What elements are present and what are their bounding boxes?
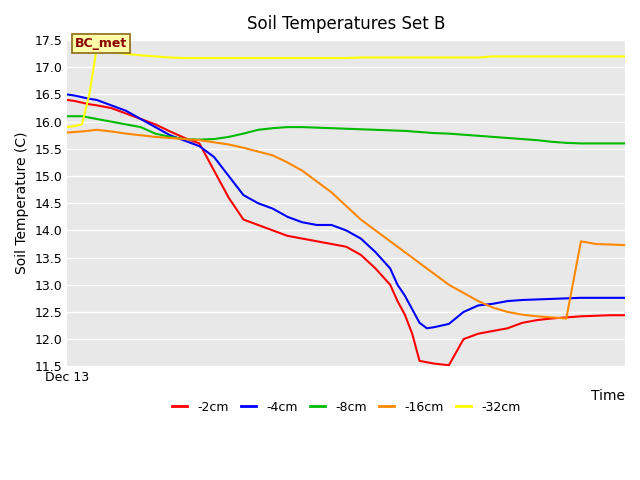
- Legend: -2cm, -4cm, -8cm, -16cm, -32cm: -2cm, -4cm, -8cm, -16cm, -32cm: [167, 396, 525, 419]
- Y-axis label: Soil Temperature (C): Soil Temperature (C): [15, 132, 29, 275]
- Text: BC_met: BC_met: [75, 36, 127, 49]
- Text: Time: Time: [591, 389, 625, 403]
- Title: Soil Temperatures Set B: Soil Temperatures Set B: [247, 15, 445, 33]
